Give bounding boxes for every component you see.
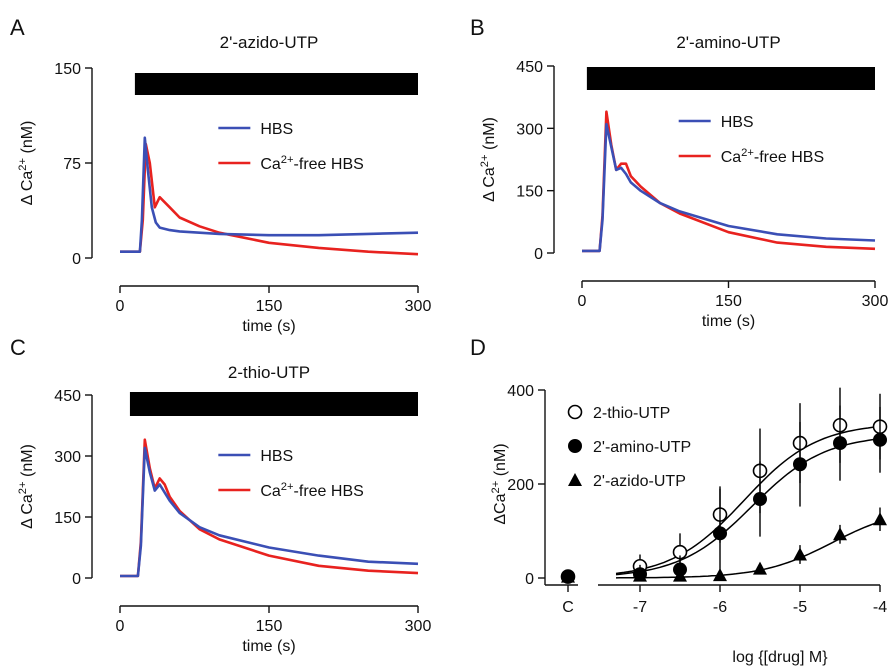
y-tick-label: 300 xyxy=(54,449,81,466)
fit-curve xyxy=(615,438,877,576)
legend-label: 2-thio-UTP xyxy=(593,405,670,422)
y-tick-label: 300 xyxy=(516,121,543,138)
panel-letter: B xyxy=(470,15,485,40)
axes xyxy=(547,65,876,288)
y-tick-label: 0 xyxy=(72,571,81,588)
y-tick-label: 200 xyxy=(507,477,534,494)
y-tick-label: 400 xyxy=(507,383,534,400)
legend-label: Ca2+-free HBS xyxy=(260,481,363,500)
control-point xyxy=(561,569,575,583)
legend-label: HBS xyxy=(260,121,293,138)
panel-letter: D xyxy=(470,335,486,360)
chart-title: 2-thio-UTP xyxy=(228,363,310,382)
fit-curve xyxy=(615,426,877,575)
y-tick-label: 0 xyxy=(72,251,81,268)
legend-marker xyxy=(568,439,582,453)
panel-letter: A xyxy=(10,15,25,40)
data-point xyxy=(713,568,727,582)
panel-letter: C xyxy=(10,335,26,360)
x-tick-label: 0 xyxy=(116,618,125,635)
fit-curve xyxy=(615,522,877,579)
y-axis-label: Δ Ca2+ (nM) xyxy=(17,121,36,206)
y-tick-label: 75 xyxy=(63,156,81,173)
data-point xyxy=(633,568,647,582)
legend-marker xyxy=(568,473,582,486)
x-axis-label: time (s) xyxy=(702,313,755,330)
stimulus-bar xyxy=(129,392,418,416)
series-line-hbs xyxy=(120,446,419,578)
data-point xyxy=(873,512,887,526)
data-point xyxy=(833,436,847,451)
stimulus-bar xyxy=(134,73,418,95)
legend-label: Ca2+-free HBS xyxy=(260,154,363,173)
series-line-hbs xyxy=(120,136,419,253)
x-tick-label: -7 xyxy=(633,599,647,616)
x-tick-label: -6 xyxy=(713,599,727,616)
chart-title: 2'-azido-UTP xyxy=(220,33,319,52)
y-axis-label: Δ Ca2+ (nM) xyxy=(17,444,36,529)
y-tick-label: 0 xyxy=(534,246,543,263)
axes xyxy=(538,389,881,592)
legend-label: HBS xyxy=(721,114,754,131)
x-tick-label: 0 xyxy=(578,293,587,310)
series-line-ca-free-hbs xyxy=(582,110,876,253)
data-point xyxy=(673,568,687,582)
y-tick-label: 150 xyxy=(54,61,81,78)
legend-label: HBS xyxy=(260,448,293,465)
data-point xyxy=(753,561,767,575)
panel-a: A 2'-azido-UTP 0 75 150 0 150 300 time (s) Δ Ca2+… xyxy=(10,15,431,335)
x-axis-label: time (s) xyxy=(242,318,295,335)
y-axis-label: ΔCa2+ (nM) xyxy=(490,443,509,524)
series-line-hbs xyxy=(582,122,876,253)
x-tick-label: -5 xyxy=(793,599,807,616)
x-tick-label: 300 xyxy=(405,618,432,635)
panel-c: C 2-thio-UTP 0 150 300 450 0 150 300 time (s) Δ Ca… xyxy=(10,335,431,655)
y-tick-label: 450 xyxy=(54,388,81,405)
x-tick-label: 150 xyxy=(256,618,283,635)
x-tick-label: 150 xyxy=(256,298,283,315)
legend-label: 2'-amino-UTP xyxy=(593,439,691,456)
panel-b: B 2'-amino-UTP 0 150 300 450 0 150 300 time (s) Δ … xyxy=(470,15,888,330)
data-point xyxy=(713,526,727,541)
stimulus-bar xyxy=(586,67,875,90)
x-axis-label: log {[drug] M} xyxy=(732,649,828,666)
legend-label: Ca2+-free HBS xyxy=(721,147,824,166)
x-tick-label: 0 xyxy=(116,298,125,315)
data-point xyxy=(833,527,847,541)
data-point xyxy=(793,547,807,561)
y-tick-label: 150 xyxy=(516,184,543,201)
y-tick-label: 450 xyxy=(516,59,543,76)
legend-marker xyxy=(567,404,583,420)
panel-d: D 0 200 400 C -7 -6 -5 -4 log {[drug] M} ΔCa2+ (nM… xyxy=(470,335,888,666)
x-tick-label: C xyxy=(562,599,574,616)
data-point xyxy=(753,492,767,507)
y-axis-label: Δ Ca2+ (nM) xyxy=(479,117,498,202)
chart-title: 2'-amino-UTP xyxy=(676,33,780,52)
x-tick-label: 300 xyxy=(405,298,432,315)
data-point xyxy=(793,457,807,472)
legend-label: 2'-azido-UTP xyxy=(593,473,686,490)
y-tick-label: 150 xyxy=(54,510,81,527)
axes xyxy=(85,67,419,293)
axes xyxy=(85,394,419,613)
data-point xyxy=(873,432,887,447)
x-axis-label: time (s) xyxy=(242,638,295,655)
x-tick-label: -4 xyxy=(873,599,887,616)
x-tick-label: 150 xyxy=(715,293,742,310)
x-tick-label: 300 xyxy=(862,293,889,310)
y-tick-label: 0 xyxy=(525,571,534,588)
